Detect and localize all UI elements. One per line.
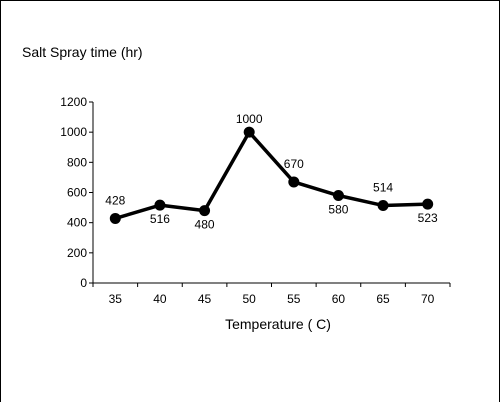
data-point: [243, 126, 255, 138]
y-tick-label: 0: [80, 276, 87, 290]
data-label: 480: [195, 218, 215, 232]
data-label: 670: [284, 157, 304, 171]
data-point: [109, 212, 121, 224]
x-tick-label: 35: [109, 292, 123, 306]
data-label: 523: [418, 211, 438, 225]
y-tick-label: 400: [67, 216, 87, 230]
data-point: [199, 205, 211, 217]
y-tick-label: 800: [67, 155, 87, 169]
data-point: [332, 190, 344, 202]
data-label: 428: [105, 193, 125, 207]
y-tick-label: 600: [67, 186, 87, 200]
data-point: [422, 198, 434, 210]
x-axis-label: Temperature ( C): [225, 316, 331, 332]
x-tick-label: 60: [332, 292, 346, 306]
data-point: [154, 199, 166, 211]
series-line: [114, 130, 428, 221]
y-tick-label: 1000: [60, 125, 87, 139]
x-tick-label: 45: [198, 292, 212, 306]
x-tick-label: 40: [153, 292, 167, 306]
y-tick-label: 200: [67, 246, 87, 260]
data-point: [377, 199, 389, 211]
data-point: [288, 176, 300, 188]
x-tick-label: 55: [287, 292, 301, 306]
x-tick-label: 70: [421, 292, 435, 306]
y-tick-label: 1200: [60, 95, 87, 109]
data-label: 516: [150, 212, 170, 226]
x-tick-label: 65: [376, 292, 390, 306]
chart-title: Salt Spray time (hr): [22, 44, 143, 60]
data-label: 580: [328, 203, 348, 217]
data-label: 514: [373, 180, 393, 194]
x-tick-label: 50: [243, 292, 257, 306]
data-label: 1000: [236, 112, 263, 126]
